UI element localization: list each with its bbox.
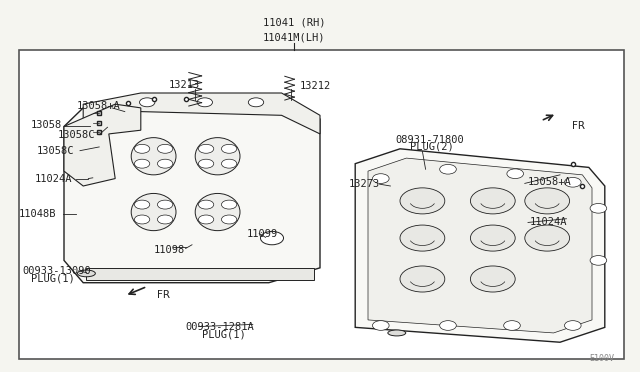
Circle shape <box>564 177 581 187</box>
Circle shape <box>157 200 173 209</box>
Circle shape <box>221 144 237 153</box>
Text: 13213: 13213 <box>169 80 200 90</box>
Ellipse shape <box>388 330 406 336</box>
Polygon shape <box>355 149 605 342</box>
Text: 13058+A: 13058+A <box>77 101 120 111</box>
Polygon shape <box>64 97 320 283</box>
Text: 00933-1281A: 00933-1281A <box>186 322 254 331</box>
Ellipse shape <box>131 193 176 231</box>
Ellipse shape <box>400 266 445 292</box>
Polygon shape <box>83 93 320 134</box>
Ellipse shape <box>525 225 570 251</box>
Circle shape <box>134 215 150 224</box>
Ellipse shape <box>470 188 515 214</box>
Circle shape <box>440 321 456 330</box>
FancyBboxPatch shape <box>86 268 314 280</box>
Text: 11098: 11098 <box>154 245 185 255</box>
Text: 11024A: 11024A <box>35 174 73 183</box>
Circle shape <box>504 321 520 330</box>
Circle shape <box>590 203 607 213</box>
Polygon shape <box>368 158 592 333</box>
Circle shape <box>260 231 284 245</box>
Circle shape <box>198 159 214 168</box>
Text: 13058C: 13058C <box>37 146 75 155</box>
Ellipse shape <box>131 138 176 175</box>
Text: PLUG(1): PLUG(1) <box>31 273 74 283</box>
Circle shape <box>564 321 581 330</box>
Circle shape <box>440 164 456 174</box>
Circle shape <box>140 98 155 107</box>
Circle shape <box>590 256 607 265</box>
Circle shape <box>221 159 237 168</box>
Circle shape <box>248 98 264 107</box>
Circle shape <box>134 159 150 168</box>
Text: FR: FR <box>157 290 170 299</box>
Text: 08931-71800: 08931-71800 <box>396 135 464 144</box>
Circle shape <box>372 321 389 330</box>
Circle shape <box>198 144 214 153</box>
Text: 11041 (RH): 11041 (RH) <box>263 17 326 27</box>
Ellipse shape <box>400 188 445 214</box>
Circle shape <box>157 215 173 224</box>
Ellipse shape <box>470 266 515 292</box>
Circle shape <box>221 215 237 224</box>
Text: 00933-13090: 00933-13090 <box>22 266 91 276</box>
Ellipse shape <box>525 188 570 214</box>
Circle shape <box>197 98 212 107</box>
Text: FR: FR <box>572 121 584 131</box>
Text: 11024A: 11024A <box>530 218 568 227</box>
FancyBboxPatch shape <box>19 50 624 359</box>
Polygon shape <box>64 104 141 186</box>
Circle shape <box>157 159 173 168</box>
Text: 11099: 11099 <box>246 229 278 238</box>
Text: 13058C: 13058C <box>58 130 95 140</box>
Circle shape <box>221 200 237 209</box>
Text: 13273: 13273 <box>349 179 380 189</box>
Text: 11048B: 11048B <box>19 209 57 219</box>
Ellipse shape <box>77 270 95 277</box>
Circle shape <box>372 174 389 183</box>
Text: 13058: 13058 <box>31 120 62 129</box>
Text: 13212: 13212 <box>300 81 331 91</box>
Text: 13058+A: 13058+A <box>528 177 572 187</box>
Circle shape <box>134 144 150 153</box>
Text: E100V: E100V <box>589 354 614 363</box>
Text: PLUG(1): PLUG(1) <box>202 329 245 339</box>
Ellipse shape <box>470 225 515 251</box>
Ellipse shape <box>400 225 445 251</box>
Circle shape <box>507 169 524 179</box>
Circle shape <box>157 144 173 153</box>
Circle shape <box>198 215 214 224</box>
Ellipse shape <box>195 193 240 231</box>
Text: 11041M(LH): 11041M(LH) <box>263 32 326 42</box>
Circle shape <box>134 200 150 209</box>
Circle shape <box>198 200 214 209</box>
Ellipse shape <box>195 138 240 175</box>
Text: PLUG(2): PLUG(2) <box>410 142 453 152</box>
